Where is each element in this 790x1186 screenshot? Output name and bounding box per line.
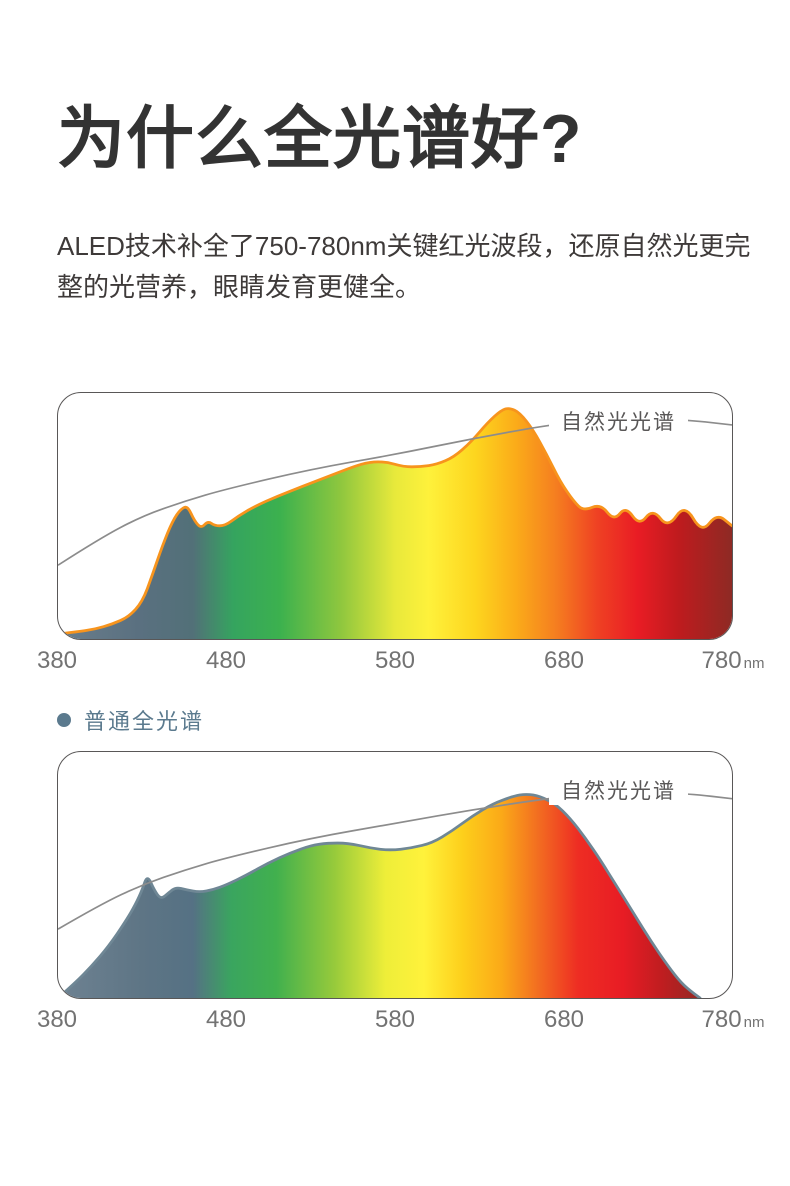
axis-tick: 480 <box>205 647 247 674</box>
spectrum-area-fill <box>58 408 732 639</box>
ordinary-chart-frame: 自然光光谱 <box>57 751 733 999</box>
legend-dot-icon <box>57 713 71 727</box>
aled-spectrum-chart: 自然光光谱 380 480 580 680 780 nm <box>37 392 764 677</box>
axis-tick: 680 <box>543 1006 585 1033</box>
axis-tick: 580 <box>374 1006 416 1033</box>
axis-unit: nm <box>743 1014 765 1031</box>
ordinary-spectrum-chart: 自然光光谱 380 480 580 680 780 nm <box>37 751 764 1036</box>
axis-tick: 380 <box>36 1006 78 1033</box>
wavelength-axis: 380 480 580 680 780 nm <box>37 647 764 677</box>
intro-text: ALED技术补全了750-780nm关键红光波段，还原自然光更完整的光营养，眼睛… <box>57 231 751 302</box>
legend-label: 普通全光谱 <box>84 709 205 734</box>
legend-ordinary-spectrum: 普通全光谱 <box>57 704 790 736</box>
aled-chart-frame: 自然光光谱 <box>57 392 733 640</box>
spectrum-area-fill <box>58 794 700 998</box>
axis-tick: 480 <box>205 1006 247 1033</box>
axis-tick: 380 <box>36 647 78 674</box>
page: 为什么全光谱好? ALED技术补全了750-780nm关键红光波段，还原自然光更… <box>0 100 790 1186</box>
spectrum-outline <box>58 407 732 636</box>
natural-light-label: 自然光光谱 <box>549 409 688 436</box>
axis-tick: 780 nm <box>701 1006 765 1033</box>
natural-light-label: 自然光光谱 <box>549 778 688 805</box>
page-title: 为什么全光谱好? <box>57 101 583 177</box>
axis-unit: nm <box>743 655 765 672</box>
axis-tick: 580 <box>374 647 416 674</box>
axis-tick: 780 nm <box>701 647 765 674</box>
wavelength-axis: 380 480 580 680 780 nm <box>37 1006 764 1036</box>
axis-tick: 680 <box>543 647 585 674</box>
